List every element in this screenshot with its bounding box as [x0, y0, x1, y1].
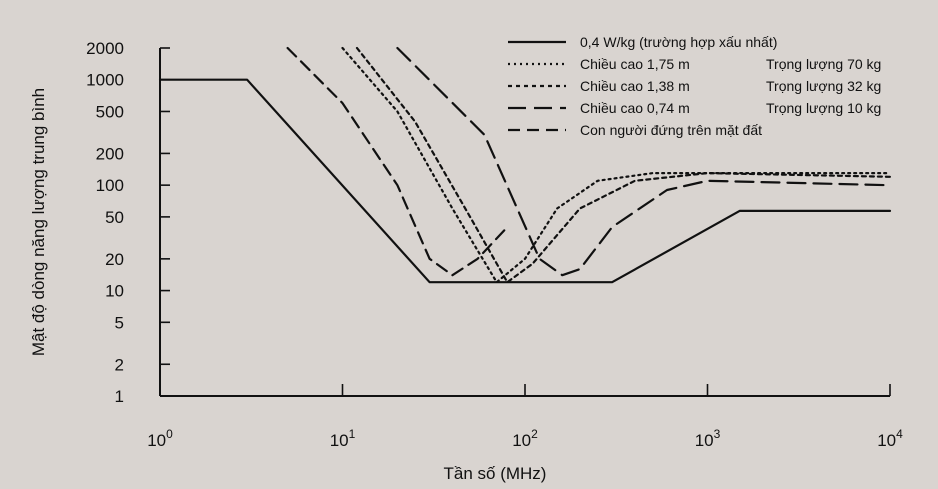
- y-axis-title-group: Mật độ dòng năng lượng trung bình: [29, 88, 48, 356]
- y-tick-label: 10: [105, 282, 124, 301]
- x-tick-base: 10: [512, 431, 531, 450]
- y-tick-label: 50: [105, 208, 124, 227]
- x-tick-base: 10: [147, 431, 166, 450]
- y-tick-label: 500: [96, 102, 124, 121]
- y-tick-label: 2: [115, 355, 124, 374]
- y-tick-label: 100: [96, 176, 124, 195]
- x-tick-base: 10: [695, 431, 714, 450]
- legend-weight-3: Trọng lượng 32 kg: [766, 78, 881, 94]
- legend-weight-4: Trọng lượng 10 kg: [766, 100, 881, 116]
- series-line-2: [341, 46, 892, 284]
- legend-label-1: 0,4 W/kg (trường hợp xấu nhất): [580, 34, 777, 50]
- x-tick-label: 101: [330, 427, 356, 450]
- x-tick-label: 100: [147, 427, 173, 450]
- x-tick-exponent: 1: [349, 427, 356, 441]
- x-tick-exponent: 2: [531, 427, 538, 441]
- series-line-5: [286, 46, 509, 277]
- x-tick-exponent: 4: [896, 427, 903, 441]
- legend: 0,4 W/kg (trường hợp xấu nhất) Chiều cao …: [508, 34, 881, 138]
- legend-label-2: Chiều cao 1,75 m: [580, 56, 690, 72]
- y-tick-label: 200: [96, 144, 124, 163]
- x-tick-label: 103: [695, 427, 721, 450]
- x-tick-label: 102: [512, 427, 538, 450]
- y-tick-label: 20: [105, 250, 124, 269]
- legend-label-5: Con người đứng trên mặt đất: [580, 122, 762, 138]
- series-line-1: [158, 78, 892, 284]
- y-tick-label: 5: [115, 313, 124, 332]
- x-tick-base: 10: [330, 431, 349, 450]
- y-tick-label: 2000: [86, 39, 124, 58]
- x-tick-exponent: 0: [166, 427, 173, 441]
- series-line-4: [396, 46, 892, 277]
- legend-label-4: Chiều cao 0,74 m: [580, 100, 690, 116]
- x-axis-title: Tần số (MHz): [444, 464, 547, 483]
- x-tick-exponent: 3: [714, 427, 721, 441]
- legend-label-3: Chiều cao 1,38 m: [580, 78, 690, 94]
- y-tick-label: 1: [115, 387, 124, 406]
- legend-weight-2: Trọng lượng 70 kg: [766, 56, 881, 72]
- series-layer: [158, 46, 892, 284]
- y-tick-label: 1000: [86, 71, 124, 90]
- x-tick-label: 104: [877, 427, 903, 450]
- series-line-3: [355, 46, 892, 284]
- y-axis-title: Mật độ dòng năng lượng trung bình: [29, 88, 48, 356]
- x-tick-base: 10: [877, 431, 896, 450]
